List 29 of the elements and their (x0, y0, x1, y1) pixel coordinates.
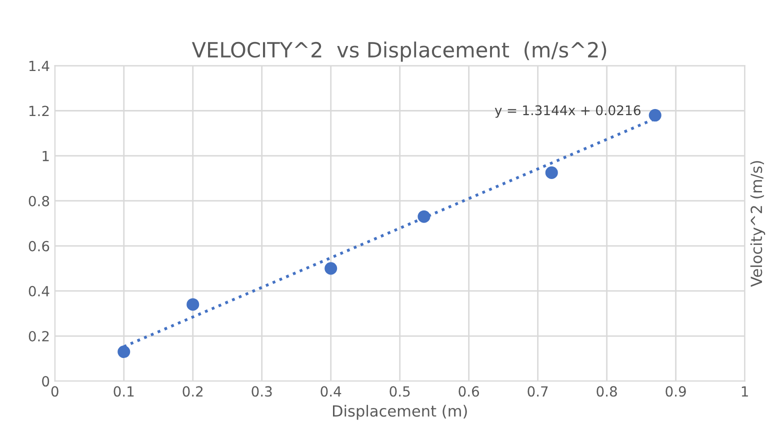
y-tick-label: 0.4 (28, 286, 50, 296)
point (324, 262, 338, 275)
point (118, 346, 130, 358)
y-tick-label: 0.2 (28, 330, 49, 342)
y-tick-label: 1.2 (29, 106, 49, 116)
x-axis-title: Displacement (m) (332, 404, 467, 420)
y-tick-label: 0.6 (28, 240, 50, 252)
x-tick-label: 0.3 (252, 386, 272, 397)
x-tick-label: 0.5 (390, 386, 410, 397)
x-tick-label: 0.9 (666, 386, 686, 397)
point (648, 108, 662, 122)
x-tick-label: 0.2 (182, 386, 203, 397)
x-tick-label: 0.6 (458, 386, 479, 397)
x-tick-label: 1 (742, 386, 748, 396)
point (545, 166, 558, 179)
x-tick-label: 0.4 (320, 386, 342, 397)
point (418, 210, 430, 223)
y-tick-label: 0 (42, 376, 50, 387)
y-axis-title: Velocity^2 (m/s) (750, 161, 766, 287)
y-tick-label: 0.8 (28, 196, 50, 206)
chart-title: VELOCITY^2 vs Displacement (m/s^2) (192, 42, 606, 62)
x-tick-label: 0.8 (596, 386, 617, 397)
x-tick-label: 0.7 (528, 386, 548, 397)
x-tick-label: 0.1 (114, 386, 134, 397)
y-tick-label: 1 (42, 150, 49, 162)
y-tick-label: 1.4 (29, 60, 50, 71)
x-tick-label: 0 (51, 386, 58, 397)
annotation: y = 1.3144x + 0.0216 (494, 105, 640, 118)
point (186, 298, 200, 311)
